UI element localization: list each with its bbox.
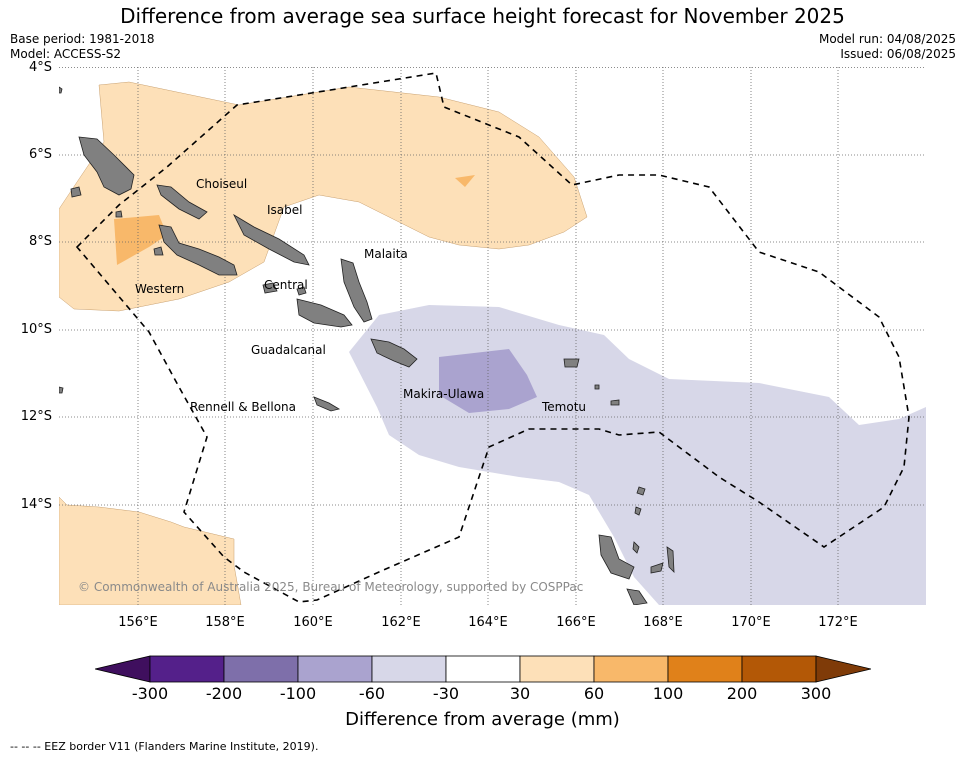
colorbar-segment: [223, 655, 299, 683]
new-georgia-islands: [158, 224, 238, 276]
colorbar-segment: [593, 655, 669, 683]
colorbar-tick-label: 30: [509, 684, 531, 703]
model-run-text: Model run: 04/08/2025: [818, 32, 956, 46]
region-label-rennell-bellona: Rennell & Bellona: [190, 400, 297, 414]
bougainville-island: [78, 136, 135, 196]
guadalcanal-island: [296, 298, 353, 328]
gizo-island: [153, 246, 164, 256]
lat-label: 4°S: [28, 60, 52, 75]
anomaly-negative-area: [349, 305, 926, 605]
anomaly-strong-positive-patch-north: [455, 175, 475, 187]
eez-legend-note: -- -- -- EEZ border V11 (Flanders Marine…: [10, 740, 319, 753]
anomaly-moderate-negative-patch: [439, 349, 537, 413]
eez-border: [75, 72, 910, 603]
colorbar-tick-label: 200: [726, 684, 758, 703]
lat-label: 14°S: [20, 497, 52, 512]
region-label-temotu: Temotu: [542, 400, 587, 414]
santa-isabel-island: [233, 213, 310, 266]
lon-label: 164°E: [468, 615, 508, 630]
lat-label: 8°S: [28, 234, 52, 249]
colorbar-tick-label: -200: [205, 684, 243, 703]
lon-label: 170°E: [731, 615, 771, 630]
land: [59, 86, 675, 605]
colorbar-segment: [741, 655, 817, 683]
colorbar: [95, 655, 871, 683]
region-label-central: Central: [264, 278, 308, 292]
lon-label: 156°E: [118, 615, 158, 630]
colorbar-tick-label: -30: [432, 684, 460, 703]
russell-islands: [262, 282, 278, 294]
anomaly-positive-area-southwest: [59, 496, 242, 605]
issued-text: Issued: 06/08/2025: [840, 47, 956, 61]
lon-label: 172°E: [818, 615, 858, 630]
region-label-isabel: Isabel: [267, 203, 303, 217]
rennell-island: [313, 396, 341, 412]
duff-islands: [610, 399, 620, 406]
colorbar-tick-label: 300: [800, 684, 832, 703]
map-title: Difference from average sea surface heig…: [120, 4, 845, 28]
region-label-choiseul: Choiseul: [196, 177, 248, 191]
colorbar-extend-low: [95, 655, 151, 683]
vanuatu-ambae: [650, 562, 664, 574]
colorbar-tick-label: -100: [279, 684, 317, 703]
colorbar-tick-label: -300: [131, 684, 169, 703]
base-period-text: Base period: 1981-2018: [10, 32, 155, 46]
region-label-western: Western: [135, 282, 185, 296]
makira-island: [370, 338, 418, 368]
colorbar-segment: [667, 655, 743, 683]
map-panel: [59, 67, 926, 605]
colorbar-tick-label: 100: [652, 684, 684, 703]
treasury-island: [115, 210, 123, 218]
map-canvas: [59, 67, 926, 605]
copyright-notice: © Commonwealth of Australia 2025, Bureau…: [78, 580, 584, 594]
lat-label: 12°S: [20, 409, 52, 424]
lon-label: 162°E: [381, 615, 421, 630]
torres-islands: [634, 506, 642, 516]
region-label-guadalcanal: Guadalcanal: [251, 343, 326, 357]
colorbar-segment: [149, 655, 225, 683]
vanuatu-pentecost: [666, 546, 675, 574]
small-island-c: [636, 486, 646, 496]
anomaly-strong-positive-patch-west: [114, 215, 167, 265]
colorbar-segment: [445, 655, 521, 683]
colorbar-segment: [297, 655, 373, 683]
model-text: Model: ACCESS-S2: [10, 47, 122, 61]
lon-label: 166°E: [556, 615, 596, 630]
small-island-b: [59, 386, 64, 394]
colorbar-segment: [519, 655, 595, 683]
lat-label: 10°S: [20, 322, 52, 337]
choiseul-island: [156, 184, 208, 220]
colorbar-title: Difference from average (mm): [345, 709, 620, 730]
vanuatu-north-islands: [632, 541, 640, 554]
colorbar-tick-label: -60: [358, 684, 386, 703]
colorbar-tick-label: 60: [583, 684, 605, 703]
malaita-island: [340, 258, 373, 323]
ngella-islands: [296, 286, 307, 296]
lon-label: 158°E: [205, 615, 245, 630]
small-island-a: [59, 86, 63, 94]
colorbar-extend-high: [815, 655, 871, 683]
lon-label: 168°E: [643, 615, 683, 630]
vanuatu-espiritu-santo: [598, 534, 635, 580]
small-island-d: [594, 384, 600, 390]
vanuatu-malakula: [626, 588, 648, 605]
santa-cruz-island: [563, 358, 580, 368]
region-label-malaita: Malaita: [364, 247, 408, 261]
shortland-island: [70, 186, 82, 198]
lat-label: 6°S: [28, 147, 52, 162]
colorbar-segment: [371, 655, 447, 683]
region-label-makira-ulawa: Makira-Ulawa: [403, 387, 485, 401]
lon-label: 160°E: [293, 615, 333, 630]
graticule: [59, 67, 926, 605]
